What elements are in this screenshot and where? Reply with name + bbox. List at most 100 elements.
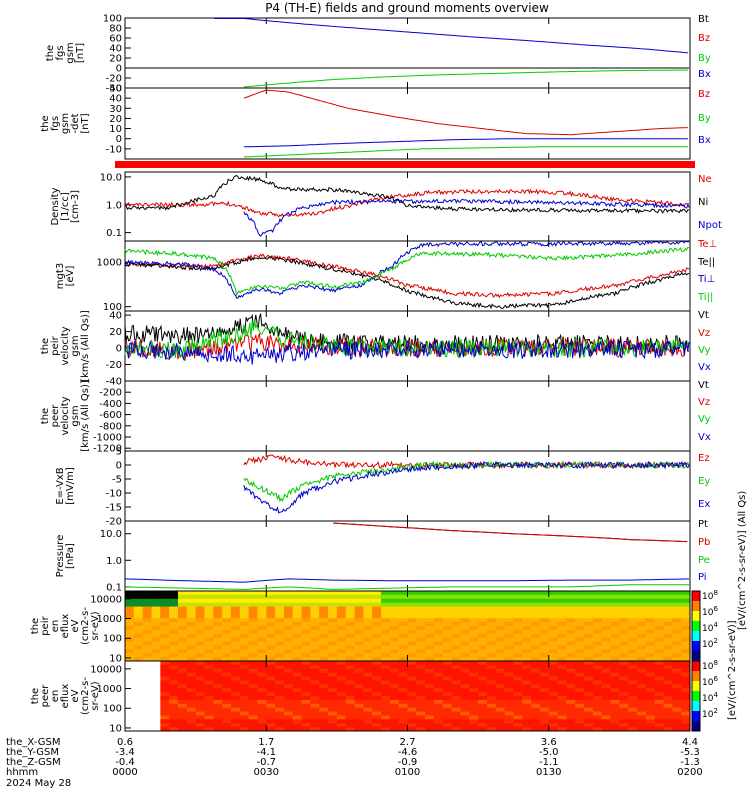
spectrogram-cell <box>681 711 691 716</box>
spectrogram-cell <box>133 692 144 697</box>
spectrogram-cell <box>389 688 400 693</box>
spectrogram-cell <box>248 649 258 654</box>
spectrogram-cell <box>345 602 355 607</box>
spectrogram-cell <box>292 715 302 720</box>
spectrogram-cell <box>584 711 594 716</box>
spectrogram-cell <box>416 606 426 611</box>
y-tick-label: 1.0 <box>106 556 122 567</box>
spectrogram-cell <box>637 664 647 670</box>
spectrogram-cell <box>566 703 576 709</box>
spectrogram-cell <box>407 719 417 724</box>
spectrogram-cell <box>513 696 523 701</box>
y-tick-label: -20 <box>106 74 122 85</box>
spectrogram-cell <box>610 715 620 720</box>
spectrogram-cell <box>151 692 161 697</box>
spectrogram-cell <box>539 633 550 639</box>
spectrogram-cell <box>213 703 223 709</box>
spectrogram-cell <box>610 591 620 596</box>
spectrogram-cell <box>301 715 311 720</box>
spectrogram-cell <box>442 696 453 701</box>
spectrogram-cell <box>151 727 161 732</box>
spectrogram-cell <box>645 699 656 705</box>
spectrogram-cell <box>539 715 550 720</box>
y-axis-label-peir_spec: eflux <box>60 614 71 639</box>
spectrogram-cell <box>425 703 435 709</box>
spectrogram-cell <box>495 715 506 720</box>
spectrogram-cell <box>469 606 479 611</box>
spectrogram-cell <box>213 688 223 693</box>
spectrogram-cell <box>425 680 435 685</box>
spectrogram-cell <box>195 664 205 670</box>
spectrogram-cell <box>177 703 188 709</box>
spectrogram-cell <box>398 703 408 709</box>
spectrogram-cell <box>345 692 355 697</box>
spectrogram-cell <box>239 672 249 677</box>
spectrogram-cell <box>531 622 541 627</box>
spectrogram-cell <box>275 602 285 607</box>
spectrogram-cell <box>672 703 682 709</box>
spectrogram-cell <box>681 606 691 611</box>
footer-row-label: 2024 May 28 <box>6 778 71 789</box>
spectrogram-cell <box>213 606 223 611</box>
spectrogram-cell <box>539 618 550 623</box>
spectrogram-cell <box>513 591 523 596</box>
spectrogram-cell <box>407 661 417 666</box>
spectrogram-cell <box>266 629 276 635</box>
spectrogram-cell <box>204 606 214 611</box>
spectrogram-cell <box>407 715 417 720</box>
spectrogram-cell <box>460 645 470 650</box>
spectrogram-cell <box>539 602 550 607</box>
spectrogram-cell <box>592 629 603 635</box>
spectrogram-cell <box>619 598 629 604</box>
spectrogram-cell <box>381 629 391 635</box>
spectrogram-cell <box>478 602 488 607</box>
spectrogram-cell <box>610 676 620 681</box>
spectrogram-cell <box>557 661 567 666</box>
spectrogram-cell <box>628 715 638 720</box>
spectrogram-cell <box>151 715 161 720</box>
y-tick-label: -800 <box>99 421 122 432</box>
spectrogram-cell <box>336 618 347 623</box>
spectrogram-cell <box>654 606 664 611</box>
spectrogram-cell <box>460 676 470 681</box>
spectrogram-cell <box>125 610 135 615</box>
spectrogram-cell <box>381 602 391 607</box>
spectrogram-cell <box>266 614 276 619</box>
spectrogram-cell <box>451 649 461 654</box>
spectrogram-cell <box>592 614 603 619</box>
spectrogram-cell <box>425 626 435 631</box>
spectrogram-cell <box>354 649 364 654</box>
spectrogram-cell <box>381 610 391 615</box>
spectrogram-cell <box>222 676 232 681</box>
spectrogram-cell <box>354 676 364 681</box>
spectrogram-cell <box>142 598 152 604</box>
spectrogram-cell <box>239 594 249 600</box>
spectrogram-cell <box>566 649 576 654</box>
spectrogram-cell <box>539 591 550 596</box>
legend-label-Vx: Vx <box>698 362 711 373</box>
spectrogram-cell <box>151 688 161 693</box>
spectrogram-cell <box>601 719 611 724</box>
spectrogram-cell <box>204 696 214 701</box>
spectrogram-cell <box>469 696 479 701</box>
spectrogram-cell <box>407 618 417 623</box>
spectrogram-cell <box>301 626 311 631</box>
spectrogram-cell <box>292 618 302 623</box>
spectrogram-cell <box>584 692 594 697</box>
spectrogram-cell <box>637 657 647 662</box>
spectrogram-cell <box>557 723 567 728</box>
spectrogram-cell <box>407 633 417 639</box>
spectrogram-cell <box>328 626 338 631</box>
spectrogram-cell <box>345 672 355 677</box>
panel-frame-fgs_gse <box>124 17 691 89</box>
spectrogram-cell <box>292 711 302 716</box>
spectrogram-cell <box>354 618 364 623</box>
spectrogram-cell <box>645 715 656 720</box>
spectrogram-cell <box>451 610 461 615</box>
spectrogram-cell <box>292 602 302 607</box>
spectrogram-cell <box>531 661 541 666</box>
spectrogram-cell <box>266 715 276 720</box>
spectrogram-cell <box>133 680 144 685</box>
spectrogram-cell <box>195 633 205 639</box>
spectrogram-cell <box>478 668 488 674</box>
